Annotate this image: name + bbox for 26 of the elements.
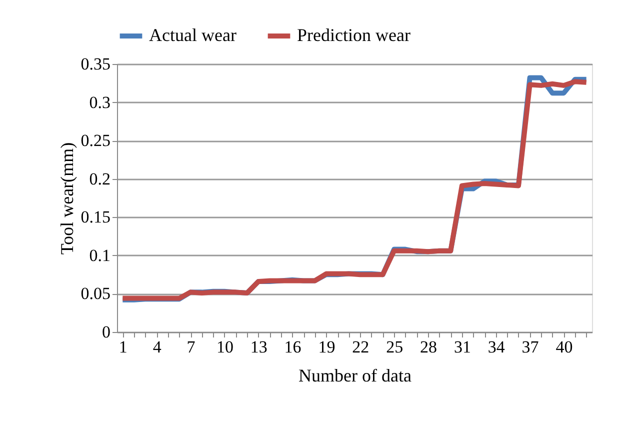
x-tick-label: 13 — [250, 338, 268, 356]
y-tick-label: 0.3 — [89, 92, 110, 112]
x-tick-label: 10 — [216, 338, 234, 356]
y-tick-label: 0.15 — [80, 208, 110, 227]
y-tick-label: 0.1 — [89, 246, 110, 265]
legend-label: Prediction wear — [297, 25, 410, 45]
y-tick-label: 0 — [102, 322, 110, 342]
y-tick-label: 0.25 — [80, 131, 110, 150]
x-tick-label: 16 — [284, 338, 302, 356]
x-tick-label: 37 — [522, 338, 540, 356]
x-tick-label: 1 — [118, 338, 128, 356]
x-tick-label: 40 — [556, 338, 573, 356]
x-tick-label: 34 — [488, 338, 506, 356]
x-tick-label: 4 — [152, 338, 162, 356]
y-tick-label: 0.2 — [89, 169, 110, 188]
legend-label: Actual wear — [149, 25, 236, 45]
x-axis-title: Number of data — [298, 366, 412, 386]
y-tick-label: 0.35 — [80, 54, 110, 74]
y-axis-title: Tool wear(mm) — [56, 142, 77, 255]
x-tick-label: 31 — [454, 338, 471, 356]
y-tick-label: 0.05 — [80, 284, 110, 304]
x-tick-label: 7 — [186, 338, 196, 356]
x-tick-label: 25 — [386, 338, 404, 356]
x-tick-label: 28 — [420, 338, 438, 356]
x-tick-label: 19 — [318, 338, 336, 356]
x-tick-label: 22 — [352, 338, 370, 356]
